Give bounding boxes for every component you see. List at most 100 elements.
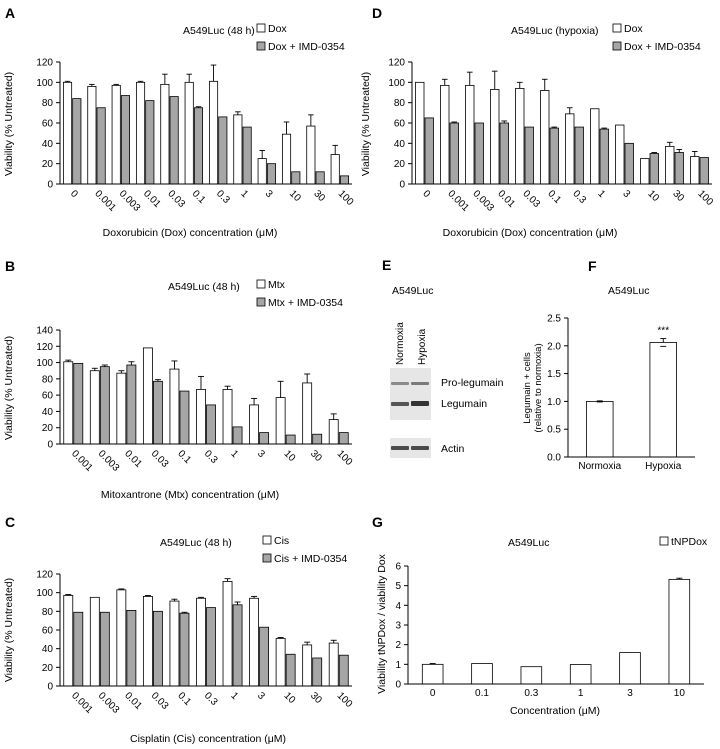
bar-a [440,84,450,185]
bar-b [179,612,190,687]
y-tick-label: 100 [36,78,53,89]
bar-a [415,81,425,185]
y-tick-label: 0 [399,180,405,191]
x-tick-label: 1 [595,188,607,200]
x-tick-label: 10 [282,690,298,706]
y-tick-label: 5 [395,581,401,592]
y-tick-label: 0 [47,180,53,191]
bar-a [62,81,73,185]
x-tick-label: 100 [335,448,355,468]
bar-a [649,342,677,458]
legend-entry: Dox [624,23,643,35]
band-label-legumain: Legumain [441,398,487,410]
bar-a [690,156,700,185]
bar-a [169,600,180,687]
bar-a [160,83,170,185]
bar-a [668,578,691,685]
y-tick-label: 3 [395,621,401,632]
x-tick-label: 0.3 [202,690,220,708]
bar-b [73,362,84,445]
bar-b [285,653,296,687]
x-tick-label: 0.003 [117,188,143,214]
chart-title: A549Luc (hypoxia) [511,25,599,37]
bar-a [87,86,97,185]
y-tick-label: 60 [42,626,54,637]
bar-b [120,95,131,185]
x-tick-label: 1 [578,688,584,699]
x-tick-label: 0.3 [570,188,588,206]
y-tick-label: 120 [388,58,405,69]
bar-a [471,663,493,685]
bar-a [520,666,543,685]
bar-a [302,382,313,445]
x-tick-label: 3 [255,448,267,460]
y-tick-label: 80 [42,98,54,109]
x-tick-label: 0 [420,188,432,200]
y-tick-label: 120 [36,58,53,69]
legend-swatch [256,279,266,289]
x-tick-label: 0.001 [69,690,95,716]
bar-a [196,597,206,687]
band-label-pro-legumain: Pro-legumain [441,377,504,389]
x-tick-label: 30 [308,690,324,706]
x-tick-label: 0.1 [175,448,193,466]
bar-a [619,652,641,685]
bar-b [266,163,277,185]
bar-b [259,626,270,687]
bar-a [330,154,340,185]
bar-b [145,100,155,185]
bar-a [328,642,339,687]
legend-swatch [262,553,272,563]
x-tick-label: 100 [695,188,715,208]
x-tick-label: 0.03 [149,690,171,712]
x-axis-label: Concentration (μM) [510,705,600,717]
y-tick-label: 1.0 [547,397,561,408]
bar-b [499,122,509,185]
x-tick-label: 1 [238,188,250,200]
bar-b [312,657,323,687]
bar-b [312,433,323,445]
y-tick-label: 0 [47,440,53,451]
bar-b [206,607,216,687]
x-tick-label: 3 [255,690,267,702]
band-pro-legumain-normoxia [391,382,409,385]
x-tick-label: 0.001 [92,188,118,214]
legend-entry: Dox [268,23,287,35]
y-tick-label: 0 [47,682,53,693]
x-tick-label: 0.01 [122,690,144,712]
x-tick-label: 0.3 [524,688,538,699]
panel-letter: F [588,258,597,274]
y-tick-label: 2.5 [547,314,561,325]
y-tick-label: 20 [42,159,54,170]
panel-letter-e: E [382,257,391,273]
y-tick-label: 0 [395,680,401,691]
bar-b [699,157,709,185]
bar-a [302,644,313,687]
legend-swatch [256,41,266,51]
x-tick-label: 10 [645,188,661,204]
x-axis-label: Doxorubicin (Dox) concentration (μM) [443,227,618,239]
y-tick-label: 60 [42,391,54,402]
y-tick-label: 40 [394,139,406,150]
chart-title: A549Luc [608,285,649,297]
bar-a [421,663,444,685]
x-tick-label: Hypoxia [645,461,682,472]
bar-a [249,404,259,445]
bar-b [259,432,270,445]
bar-b [99,611,110,687]
bar-b [193,107,204,185]
y-tick-label: 40 [42,407,54,418]
bar-b [153,610,163,687]
y-axis-label-line: (relative to normoxia) [533,343,544,432]
bar-a [565,113,575,185]
x-tick-label: 0.01 [141,188,163,210]
bar-b [338,654,349,687]
y-tick-label: 60 [394,119,406,130]
bar-a [275,638,286,687]
x-tick-label: 0 [68,188,80,200]
bar-a [111,84,121,185]
bar-a [306,125,316,185]
legend-entry: Mtx + IMD-0354 [268,297,343,309]
y-axis-label: Legumain + cells(relative to normoxia) [522,343,544,432]
